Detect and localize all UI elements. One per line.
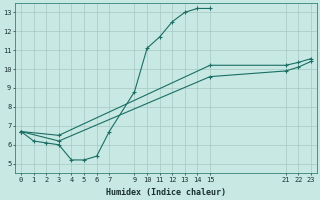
X-axis label: Humidex (Indice chaleur): Humidex (Indice chaleur) xyxy=(106,188,226,197)
